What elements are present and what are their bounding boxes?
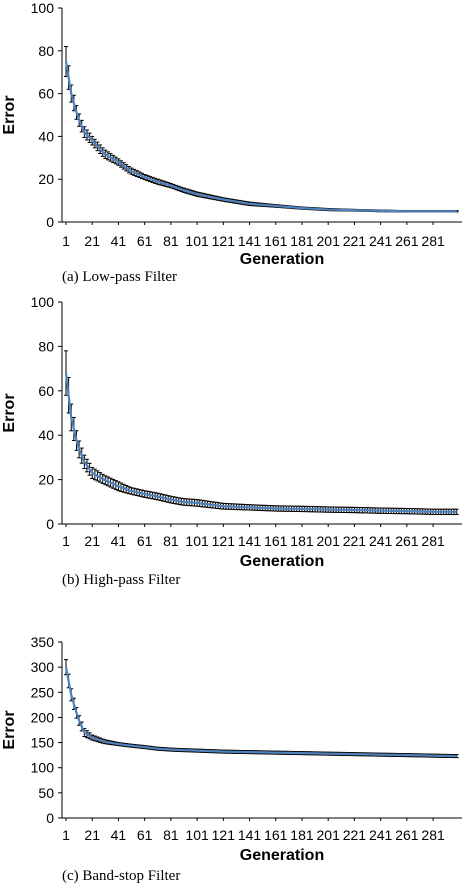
series-line: [64, 372, 457, 513]
x-tick-label: 221: [343, 233, 367, 249]
y-tick-label: 100: [31, 760, 55, 776]
chart-panel-high-pass: 0 20 40 60 80 100 1 21 41 61 81 101 121 141 161 181 201 2…: [0, 292, 474, 598]
x-tick-label: 21: [84, 533, 100, 549]
x-tick-label: 241: [369, 533, 393, 549]
x-tick-label: 1: [62, 533, 70, 549]
y-tick-label: 150: [31, 735, 55, 751]
chart-caption: (a) Low-pass Filter: [62, 269, 177, 285]
x-tick-label: 41: [111, 827, 127, 843]
x-tick-label: 281: [421, 533, 445, 549]
x-tick-label: 261: [395, 233, 419, 249]
x-tick-label: 101: [185, 533, 209, 549]
y-tick-label: 40: [38, 128, 54, 144]
y-axis-title: Error: [1, 95, 18, 134]
x-tick-label: 121: [212, 533, 236, 549]
y-tick-label: 80: [38, 43, 54, 59]
chart-panel-band-stop: 0 50 100 150 200 250 300 350 1 21 41 61 81 101 121 141 1…: [0, 630, 474, 889]
x-tick-label: 141: [238, 533, 262, 549]
x-axis-title: Generation: [240, 553, 324, 570]
y-tick-label: 40: [38, 427, 54, 443]
x-tick-label: 21: [84, 827, 100, 843]
y-tick-label: 100: [31, 0, 55, 16]
x-tick-label: 161: [264, 533, 288, 549]
x-tick-label: 61: [137, 827, 153, 843]
x-tick-label: 201: [317, 827, 341, 843]
x-tick-label: 101: [185, 233, 209, 249]
chart-caption: (c) Band-stop Filter: [62, 868, 181, 884]
x-tick-label: 41: [111, 533, 127, 549]
x-tick-label: 161: [264, 233, 288, 249]
x-tick-label: 281: [421, 233, 445, 249]
x-tick-label: 1: [62, 233, 70, 249]
x-tick-label: 81: [163, 827, 179, 843]
x-tick-label: 21: [84, 233, 100, 249]
x-tick-label: 241: [369, 827, 393, 843]
x-tick-label: 121: [212, 233, 236, 249]
y-tick-label: 20: [38, 171, 54, 187]
x-tick-label: 281: [421, 827, 445, 843]
y-tick-label: 50: [38, 785, 54, 801]
x-tick-label: 241: [369, 233, 393, 249]
x-tick-label: 181: [290, 533, 314, 549]
series-line: [64, 61, 457, 213]
x-tick-label: 201: [317, 233, 341, 249]
y-tick-label: 80: [38, 338, 54, 354]
x-tick-label: 221: [343, 533, 367, 549]
y-axis-title: Error: [1, 710, 18, 749]
y-tick-label: 250: [31, 684, 55, 700]
x-tick-label: 221: [343, 827, 367, 843]
x-tick-label: 81: [163, 233, 179, 249]
y-tick-label: 60: [38, 383, 54, 399]
y-tick-label: 20: [38, 472, 54, 488]
series-line: [64, 666, 457, 758]
x-tick-label: 141: [238, 233, 262, 249]
chart-panel-low-pass: 0 20 40 60 80 100 1 21 41 61 81 101 121 141 161 181 201 2…: [0, 0, 474, 292]
x-tick-label: 261: [395, 827, 419, 843]
x-tick-label: 61: [137, 533, 153, 549]
y-tick-label: 0: [46, 810, 54, 826]
x-tick-label: 181: [290, 827, 314, 843]
x-tick-label: 141: [238, 827, 262, 843]
y-tick-label: 350: [31, 634, 55, 650]
x-tick-label: 161: [264, 827, 288, 843]
x-tick-label: 61: [137, 233, 153, 249]
chart-caption: (b) High-pass Filter: [62, 572, 181, 588]
y-tick-label: 100: [31, 294, 55, 310]
x-tick-label: 181: [290, 233, 314, 249]
y-axis-title: Error: [1, 393, 18, 432]
x-tick-label: 101: [185, 827, 209, 843]
x-axis-title: Generation: [240, 847, 324, 864]
x-tick-label: 41: [111, 233, 127, 249]
y-tick-label: 0: [46, 214, 54, 230]
y-tick-label: 300: [31, 659, 55, 675]
y-tick-label: 200: [31, 709, 55, 725]
x-tick-label: 81: [163, 533, 179, 549]
x-tick-label: 1: [62, 827, 70, 843]
x-tick-label: 201: [317, 533, 341, 549]
x-axis-title: Generation: [240, 251, 324, 268]
x-tick-label: 121: [212, 827, 236, 843]
x-tick-label: 261: [395, 533, 419, 549]
y-tick-label: 0: [46, 516, 54, 532]
y-tick-label: 60: [38, 86, 54, 102]
